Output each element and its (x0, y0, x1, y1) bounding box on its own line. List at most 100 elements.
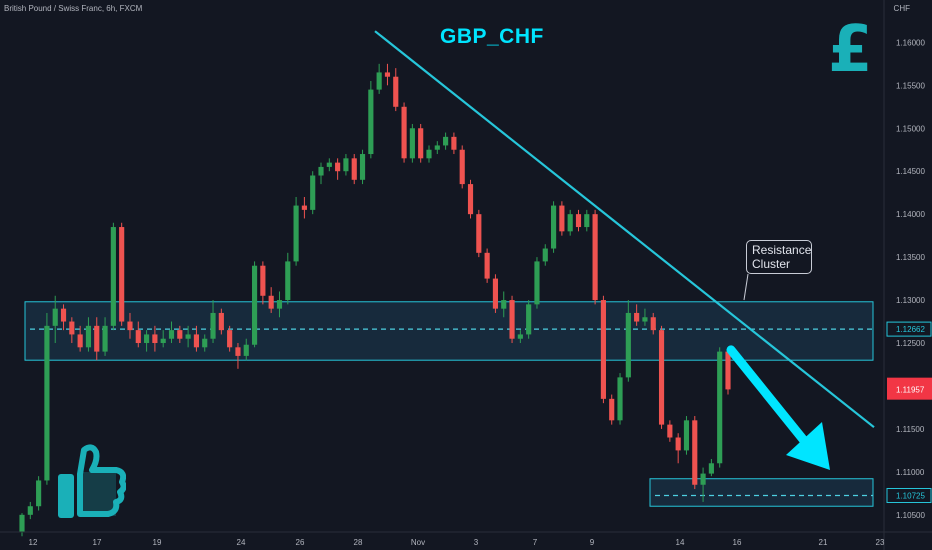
candle-down (667, 420, 673, 442)
resistance-label-pointer (743, 273, 749, 301)
time-tick-label: 16 (733, 538, 742, 547)
candle-down (559, 201, 565, 236)
price-tag-label: 1.10725 (896, 491, 925, 500)
candle-body (19, 514, 25, 532)
price-tick-label: 1.13000 (896, 296, 925, 305)
candle-body (235, 347, 241, 356)
candle-up (102, 317, 108, 356)
candle-body (725, 351, 731, 390)
candle-up (202, 334, 208, 352)
candle-body (418, 128, 424, 159)
candle-up (443, 132, 449, 150)
candle-body (36, 480, 42, 507)
candle-body (85, 325, 92, 348)
candle-down (592, 209, 598, 305)
candle-down (384, 63, 391, 86)
candle-up (19, 513, 25, 537)
candle-up (517, 330, 523, 344)
candle-up (27, 501, 33, 520)
candle-up (567, 209, 573, 236)
candle-down (675, 433, 681, 464)
candle-up (85, 317, 92, 352)
candle-up (368, 81, 374, 159)
candle-down (77, 325, 83, 352)
candle-body (434, 145, 440, 150)
time-tick-label: Nov (411, 538, 425, 547)
chart-title: GBP_CHF (440, 25, 544, 48)
candle-up (243, 338, 249, 361)
candle-body (52, 308, 58, 326)
candle-body (692, 420, 698, 485)
forecast-arrow-head (786, 422, 830, 470)
candle-body (144, 334, 150, 344)
time-tick-label: 23 (876, 538, 885, 547)
candle-up (551, 201, 557, 253)
candle-down (260, 261, 266, 305)
candle-down (725, 347, 731, 395)
candle-body (459, 149, 465, 185)
candle-body (683, 420, 690, 451)
candle-down (401, 102, 407, 163)
candle-down (600, 295, 606, 404)
candle-body (559, 205, 565, 232)
candle-up (617, 373, 623, 425)
candle-up (700, 467, 706, 502)
candle-body (301, 205, 307, 210)
candle-down (227, 325, 233, 352)
candle-up (426, 145, 432, 163)
candle-body (77, 334, 83, 348)
price-tick-label: 1.11000 (896, 468, 925, 477)
candle-body (384, 72, 391, 77)
time-tick-label: 12 (29, 538, 38, 547)
candle-body (592, 214, 598, 301)
candle-body (451, 136, 457, 150)
candle-body (492, 278, 499, 309)
time-tick-label: 21 (819, 538, 828, 547)
candle-body (119, 227, 125, 322)
candle-up (683, 416, 690, 455)
price-tag: 1.12662 (886, 321, 932, 337)
candle-up (526, 300, 532, 339)
price-tick-label: 1.16000 (896, 38, 925, 47)
candle-body (509, 300, 515, 339)
price-tag: 1.11957 (887, 377, 932, 400)
candle-down (135, 321, 141, 348)
candle-body (94, 325, 100, 352)
candle-body (484, 252, 490, 279)
candle-body (293, 205, 299, 262)
price-tick-label: 1.14500 (896, 167, 925, 176)
candle-down (492, 274, 499, 313)
candle-body (359, 154, 366, 180)
candle-body (476, 214, 482, 253)
candle-body (310, 175, 316, 210)
support-zone (649, 478, 874, 507)
resistance-cluster-label: Resistance Cluster (746, 240, 812, 274)
candle-body (185, 334, 191, 339)
price-tick-label: 1.10500 (896, 511, 925, 520)
price-tag-bg (886, 487, 932, 503)
candle-body (218, 312, 224, 331)
candle-body (567, 214, 573, 232)
candle-body (467, 184, 474, 215)
price-tick-label: 1.13500 (896, 253, 925, 262)
candle-body (135, 330, 141, 344)
candle-body (658, 330, 665, 425)
candle-body (526, 304, 532, 335)
candle-up (708, 458, 714, 477)
candle-body (584, 214, 590, 228)
candle-up (542, 244, 548, 266)
candle-up (534, 257, 540, 309)
candle-up (36, 476, 42, 511)
time-tick-label: 17 (93, 538, 102, 547)
candle-body (667, 424, 673, 438)
candle-down (484, 248, 490, 283)
candle-down (650, 312, 656, 335)
candle-up (310, 171, 316, 215)
time-tick-label: 14 (676, 538, 685, 547)
candle-body (501, 300, 507, 309)
candle-body (717, 351, 723, 464)
candle-body (168, 330, 175, 339)
candle-body (243, 344, 249, 356)
candle-body (318, 166, 324, 176)
